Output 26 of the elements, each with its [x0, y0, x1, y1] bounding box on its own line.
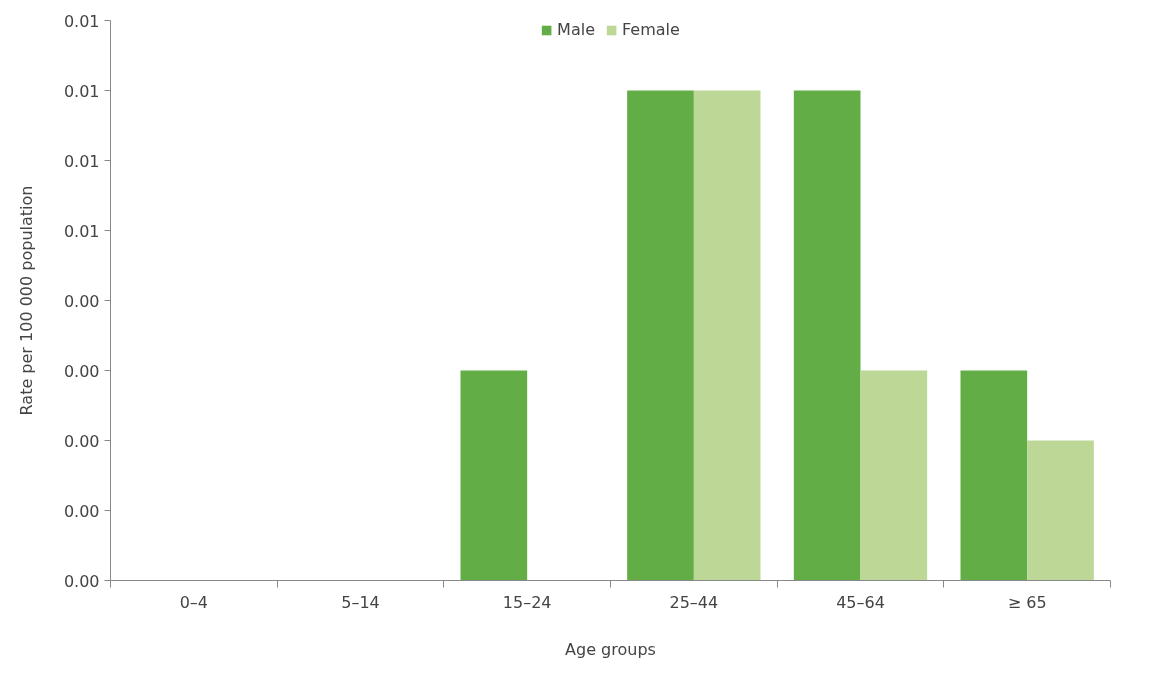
x-tick-label: 5–14	[341, 592, 380, 612]
bar	[860, 370, 928, 581]
y-tick-label: 0.01	[63, 11, 100, 31]
x-tick-label: ≥ 65	[1007, 592, 1047, 612]
y-tick-label: 0.00	[63, 431, 100, 451]
y-tick-label: 0.01	[63, 221, 100, 241]
y-tick-label: 0.00	[63, 501, 100, 521]
y-tick-label: 0.00	[63, 361, 100, 381]
x-tick-label: 25–44	[669, 592, 719, 612]
x-tick-label: 0–4	[179, 592, 209, 612]
bar	[627, 90, 694, 581]
x-tick-label: 15–24	[502, 592, 552, 612]
bar	[693, 90, 761, 581]
bar	[460, 370, 528, 581]
y-tick-label: 0.00	[63, 571, 100, 591]
bar	[960, 370, 1028, 581]
legend-label: Male	[557, 20, 596, 39]
y-axis-title: Rate per 100 000 population	[16, 185, 36, 416]
y-tick-label: 0.01	[63, 81, 100, 101]
y-tick-label: 0.01	[63, 151, 100, 171]
x-tick-label: 45–64	[836, 592, 885, 612]
legend-label: Female	[622, 20, 680, 39]
bar	[1027, 440, 1094, 581]
x-axis-title: Age groups	[565, 639, 656, 659]
y-tick-label: 0.00	[63, 291, 100, 311]
bar	[793, 90, 861, 581]
